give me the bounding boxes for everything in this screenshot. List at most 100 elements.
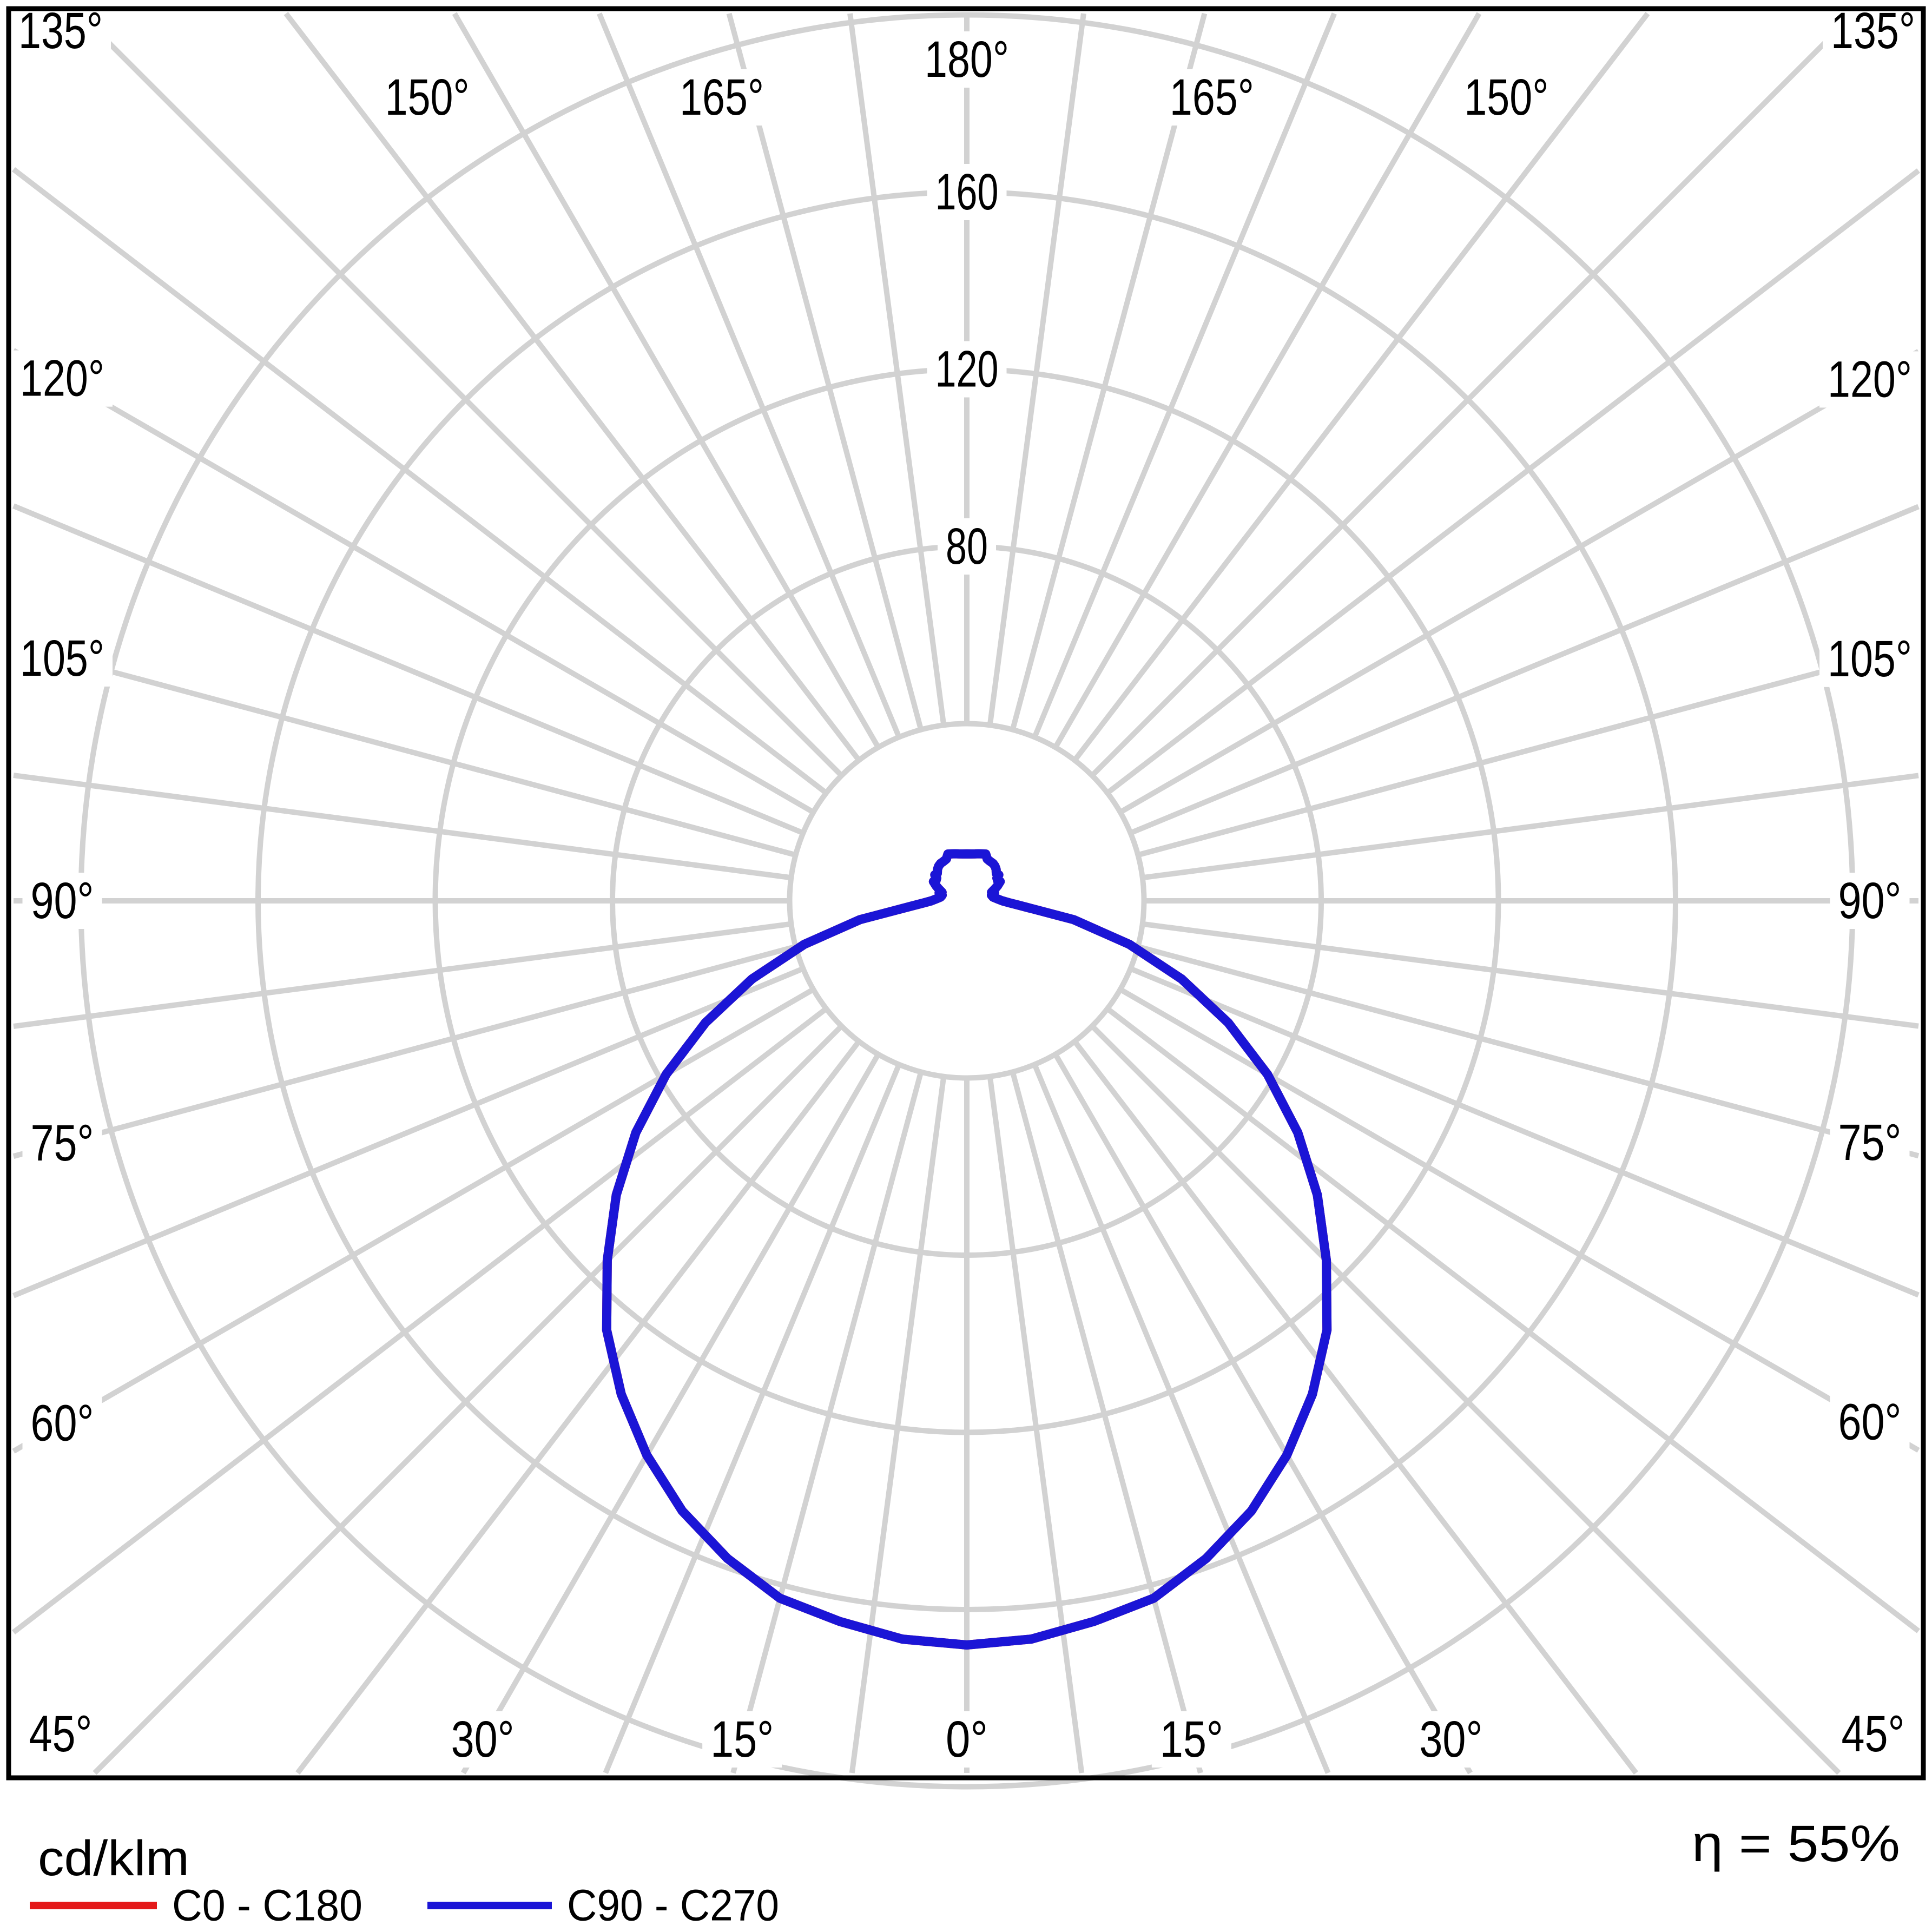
- angle-label: 165°: [680, 69, 764, 126]
- grid-spoke: [1119, 349, 1920, 815]
- angle-label-bg: [1830, 1394, 1910, 1450]
- grid-spoke: [12, 944, 796, 1159]
- legend-label-c0-c180: C0 - C180: [172, 1881, 362, 1930]
- legend: C0 - C180 C90 - C270: [30, 1881, 779, 1930]
- grid-spoke: [1090, 1024, 1841, 1775]
- angle-label-bg: [1830, 1115, 1910, 1171]
- radial-tick-label-bg: [927, 164, 1007, 220]
- angle-label: 60°: [31, 1394, 94, 1452]
- grid-spoke: [12, 503, 805, 836]
- radial-tick-label: 160: [935, 163, 999, 221]
- angle-label-bg: [1819, 351, 1920, 408]
- grid-spoke: [1129, 966, 1920, 1298]
- grid-spoke: [1142, 921, 1919, 1029]
- grid-spoke: [1129, 504, 1920, 836]
- angle-label-bg: [1161, 69, 1262, 126]
- angle-label: 15°: [710, 1711, 774, 1768]
- angle-label-bg: [22, 873, 102, 929]
- grid-spoke: [1105, 168, 1921, 795]
- distribution-curves: [602, 849, 1332, 1650]
- angle-label: 120°: [1828, 351, 1912, 408]
- angle-label: 90°: [31, 872, 94, 929]
- grid-spoke: [597, 12, 902, 738]
- radial-tick-label-bg: [938, 518, 996, 575]
- grid-spoke: [847, 13, 947, 726]
- angle-label-bg: [1830, 873, 1910, 929]
- angle-label: 45°: [1842, 1705, 1905, 1763]
- grid-spoke: [460, 1053, 881, 1775]
- radial-tick-label: 80: [946, 518, 988, 575]
- legend-label-c90-c270: C90 - C270: [567, 1881, 779, 1930]
- curve-c90-c270: [602, 849, 1332, 1650]
- grid-spoke: [13, 921, 792, 1029]
- angle-label: 75°: [1838, 1114, 1902, 1171]
- angle-label-bg: [443, 1711, 523, 1768]
- angle-label: 30°: [451, 1711, 515, 1768]
- grid-spoke: [603, 1063, 902, 1774]
- angle-label-bg: [1823, 3, 1923, 59]
- unit-label: cd/klm: [38, 1831, 189, 1886]
- angle-label: 150°: [1464, 69, 1548, 126]
- angle-label-bg: [12, 350, 113, 407]
- grid-spoke: [1137, 643, 1920, 858]
- angle-label: 120°: [20, 350, 104, 407]
- angle-label: 135°: [18, 2, 103, 60]
- grid-spoke: [1072, 1039, 1638, 1775]
- angle-label-bg: [671, 69, 773, 126]
- axis-labels: 0° 15° 15° 30° 30° 45° 45° 60° 60° 75° 75° 90° 90° 10…: [10, 2, 1923, 1768]
- radial-tick-label: 120: [935, 341, 999, 398]
- angle-label: 135°: [1831, 2, 1915, 60]
- grid-spoke: [295, 1039, 861, 1775]
- angle-label-bg: [1833, 1706, 1913, 1762]
- grid-spoke: [1053, 1053, 1473, 1775]
- angle-label-bg: [702, 1711, 782, 1768]
- grid-spoke: [1072, 11, 1650, 762]
- angle-label: 30°: [1419, 1711, 1482, 1768]
- angle-label-bg: [10, 3, 111, 59]
- grid-spoke: [12, 966, 805, 1298]
- angle-label-bg: [1151, 1711, 1231, 1768]
- grid-spoke: [1119, 987, 1920, 1453]
- grid-spoke: [1032, 1063, 1331, 1774]
- angle-label: 150°: [385, 69, 470, 126]
- grid-spoke: [77, 11, 843, 777]
- grid-spoke: [452, 12, 881, 749]
- grid-spoke: [1053, 12, 1482, 749]
- grid-spoke: [1010, 12, 1208, 730]
- grid-spoke: [726, 12, 924, 730]
- angle-label-bg: [12, 630, 113, 687]
- angle-label: 15°: [1160, 1711, 1223, 1768]
- angle-label-bg: [916, 31, 1017, 88]
- angle-label-bg: [22, 1115, 102, 1172]
- grid-spoke: [730, 1071, 924, 1774]
- angle-label-bg: [1456, 69, 1557, 126]
- angle-label-bg: [1819, 630, 1920, 687]
- angle-label: 90°: [1838, 872, 1902, 929]
- grid-spoke: [987, 13, 1086, 726]
- grid-spoke: [849, 1076, 947, 1773]
- grid-spoke: [1137, 944, 1920, 1159]
- angle-label: 105°: [20, 630, 104, 687]
- efficiency-label: η = 55%: [1692, 1815, 1900, 1872]
- angle-label: 180°: [925, 31, 1009, 88]
- grid-spoke: [1090, 11, 1856, 777]
- grid-spoke: [11, 167, 828, 795]
- grid-spoke: [283, 11, 861, 762]
- grid-spoke: [1032, 12, 1337, 738]
- grid-spoke: [987, 1076, 1085, 1773]
- grid-spoke: [11, 1006, 828, 1634]
- angle-label-bg: [22, 1395, 102, 1452]
- grid-spoke: [13, 773, 792, 881]
- angle-label: 75°: [31, 1115, 94, 1172]
- angle-label: 0°: [946, 1711, 988, 1768]
- grid-spoke: [1142, 773, 1919, 881]
- angle-label-bg: [377, 69, 478, 126]
- plot-border: [6, 6, 1926, 1781]
- grid-spoke: [12, 643, 796, 858]
- grid-spoke: [1010, 1071, 1203, 1774]
- grid-spoke: [93, 1024, 843, 1775]
- grid-spoke: [1105, 1006, 1921, 1633]
- angle-label: 60°: [1838, 1394, 1902, 1451]
